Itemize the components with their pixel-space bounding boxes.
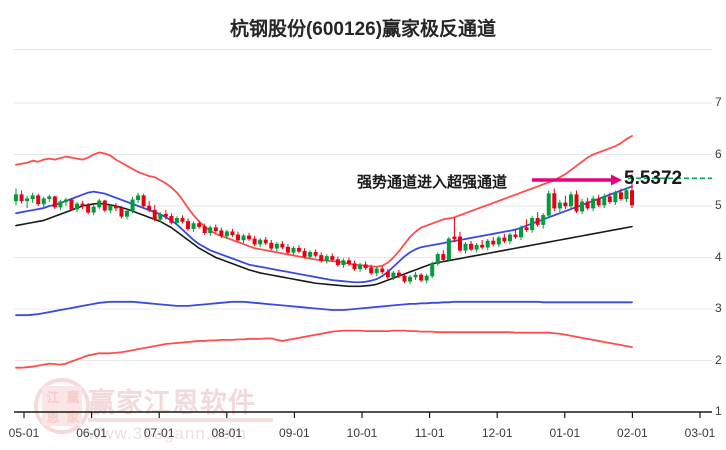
watermark-url: www.360gann.com — [88, 424, 247, 443]
axis-lines — [14, 411, 712, 418]
seal-char: 江 — [46, 390, 60, 405]
x-axis-tick-label: 05-01 — [8, 426, 40, 440]
channel-bands — [15, 135, 633, 369]
x-axis-tick-label: 12-01 — [481, 426, 513, 440]
x-axis-tick-label: 01-01 — [549, 426, 581, 440]
y-axis-tick-label: 1 — [715, 404, 722, 418]
page-title: 杭钢股份(600126)赢家极反通道 — [229, 19, 497, 40]
y-axis-tick-label: 6 — [715, 146, 722, 161]
y-axis-tick-label: 5 — [715, 198, 722, 212]
x-axis-tick-label: 09-01 — [279, 426, 310, 440]
y-axis-tick-label: 7 — [715, 95, 722, 109]
y-axis-tick-label: 2 — [715, 352, 722, 367]
y-axis-tick-label: 3 — [715, 301, 722, 315]
watermark-seal: 江 赢 恩 家 — [34, 378, 90, 434]
x-axis-tick-label: 06-01 — [76, 426, 107, 440]
header-divider — [14, 49, 712, 50]
x-axis-tick-label: 02-01 — [617, 426, 648, 440]
seal-char: 赢 — [66, 390, 80, 405]
x-axis-tick-label: 07-01 — [143, 426, 175, 440]
x-axis-tick-label: 03-01 — [684, 426, 716, 440]
last-price-label: 5.5372 — [624, 168, 683, 189]
x-axis-tick-label: 10-01 — [346, 426, 378, 440]
watermark-rule — [88, 418, 273, 422]
y-axis-tick-label: 4 — [715, 249, 722, 264]
x-axis-tick-label: 11-01 — [414, 426, 445, 440]
annotation-label: 强势通道进入超强通道 — [357, 174, 508, 191]
seal-char: 恩 — [46, 410, 60, 425]
x-axis-tick-label: 08-01 — [211, 426, 243, 440]
candlestick-series — [13, 174, 635, 285]
annotation-arrow — [532, 174, 622, 186]
seal-char: 家 — [66, 410, 80, 425]
